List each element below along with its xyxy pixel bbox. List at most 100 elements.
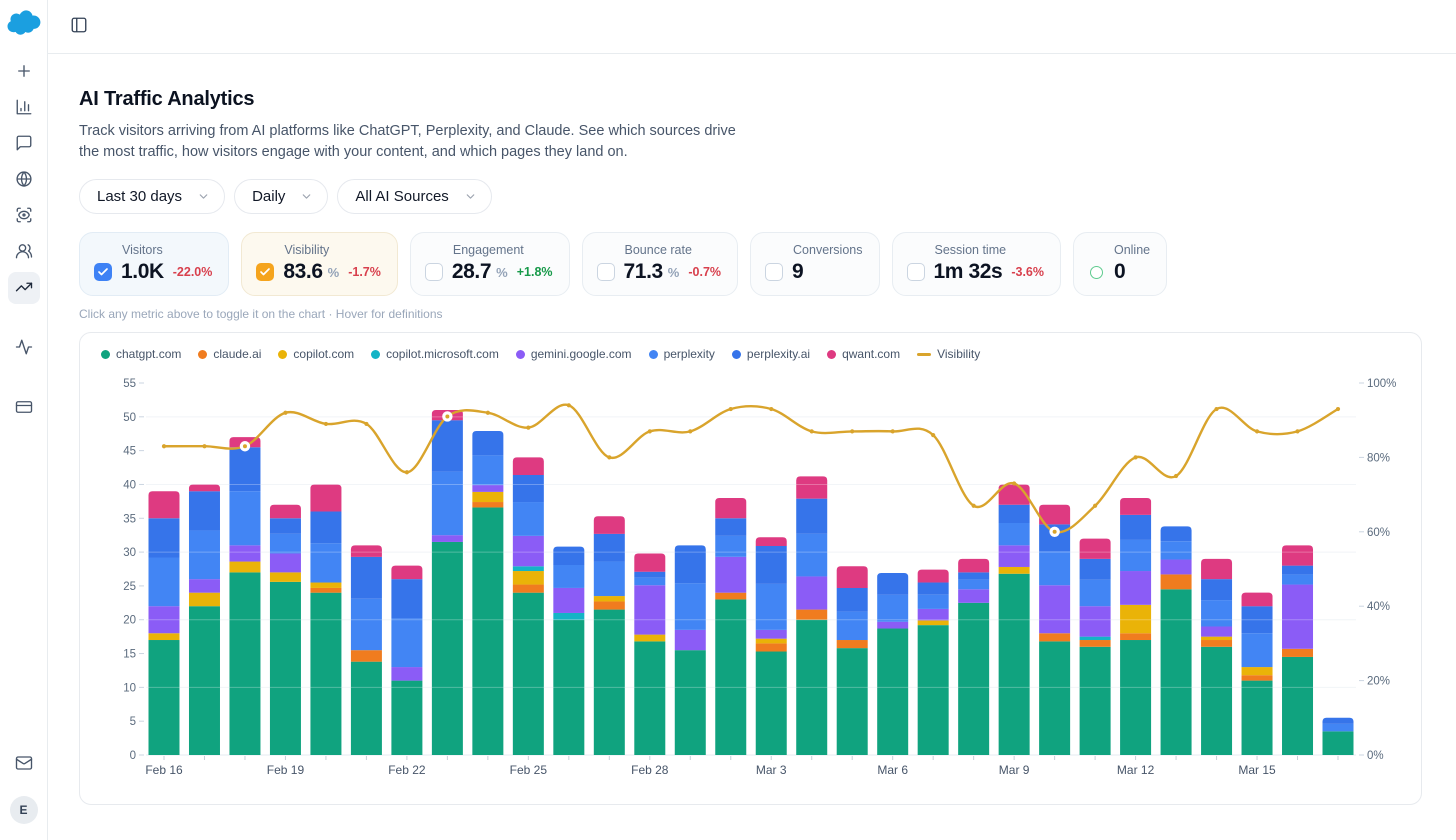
bar-segment-perplexity.ai [715,518,747,537]
bar-segment-perplexity.ai [958,572,990,580]
bar-segment-chatgpt.com [674,650,706,756]
metric-value: 1m 32s [933,260,1003,284]
bar-segment-perplexity.ai [472,431,504,456]
bar-segment-chatgpt.com [350,661,382,756]
bar-segment-perplexity.ai [917,582,949,595]
traffic-chart: 0 5 10 15 20 25 30 35 40 45 50 55 0% 20% 40% 60% 80% 100%… [123,378,1396,777]
bar-segment-qwant.com [1201,559,1233,580]
bar-segment-gemini.google.com [755,630,787,639]
x-axis-label: Feb 28 [631,763,669,777]
bar-segment-perplexity.ai [836,588,868,612]
sidebar-item-messages[interactable] [8,128,40,160]
app-logo-cloud-icon[interactable] [7,10,41,40]
sidebar-item-reports[interactable] [8,92,40,124]
bar-segment-gemini.google.com [269,553,301,573]
plus-icon [15,62,33,83]
metric-card-visitors[interactable]: Visitors 1.0K -22.0% [79,232,230,297]
metric-label: Engagement [452,243,524,258]
bar-segment-perplexity.ai [998,504,1030,524]
bar-segment-perplexity.ai [1120,515,1152,541]
bar-segment-perplexity.ai [553,546,585,566]
bar-segment-perplexity.ai [1201,579,1233,601]
bar-segment-perplexity [674,583,706,631]
bar-segment-gemini.google.com [553,588,585,614]
visibility-point [526,425,531,430]
bar-segment-qwant.com [512,457,544,476]
bar-segment-chatgpt.com [755,651,787,756]
x-axis-label: Mar 9 [999,763,1030,777]
x-axis-label: Feb 19 [267,763,305,777]
bar-segment-gemini.google.com [1282,584,1314,649]
bar-segment-chatgpt.com [1322,731,1354,756]
filter-dropdown-last-30-days[interactable]: Last 30 days [79,179,226,215]
bar-segment-gemini.google.com [472,485,504,493]
bar-segment-chatgpt.com [796,619,828,756]
bar-segment-perplexity.ai [310,511,342,544]
metric-checkbox-checked[interactable] [256,263,275,282]
metric-card-session-time[interactable]: Session time 1m 32s -3.6% [891,232,1061,297]
bar-segment-chatgpt.com [431,542,463,756]
page-title: AI Traffic Analytics [79,88,255,110]
visibility-highlight-center [242,444,247,449]
sidebar-item-new[interactable] [8,56,40,88]
metric-value: 83.6 [283,260,323,284]
visibility-point [1093,503,1098,509]
bar-segment-claude.ai [836,640,868,649]
sidebar-item-billing[interactable] [8,392,40,424]
bar-segment-chatgpt.com [998,573,1030,756]
left-axis-tick: 15 [123,649,136,661]
bar-segment-perplexity [998,523,1030,546]
bar-segment-qwant.com [715,498,747,519]
left-axis-tick: 55 [123,378,136,390]
bar-segment-perplexity.ai [391,579,423,619]
metric-checkbox-unchecked[interactable] [424,263,443,282]
bar-segment-perplexity [1322,724,1354,732]
bar-segment-copilot.com [1120,605,1152,634]
legend-item-qwant-com: qwant.com [827,347,900,361]
sidebar-item-scan[interactable] [8,200,40,232]
legend-label: copilot.com [293,347,355,362]
main-content: AI Traffic Analytics Track visitors arri… [48,54,1456,840]
metric-card-online[interactable]: Online 0 [1072,232,1168,297]
bar-segment-qwant.com [796,476,828,499]
bar-segment-gemini.google.com [998,545,1030,568]
bar-segment-qwant.com [269,504,301,519]
metric-card-conversions[interactable]: Conversions 9 [750,232,880,297]
bar-segment-perplexity [188,530,220,580]
globe-icon [15,170,33,191]
filter-dropdown-daily[interactable]: Daily [234,179,329,215]
metric-checkbox-checked[interactable] [94,263,112,282]
bar-segment-gemini.google.com [796,576,828,610]
metric-card-engagement[interactable]: Engagement 28.7% +1.8% [409,232,570,297]
x-axis-label: Feb 16 [145,763,183,777]
metric-label: Visibility [284,243,330,258]
sidebar-item-audience[interactable] [8,236,40,268]
metric-checkbox-unchecked[interactable] [765,263,784,282]
bar-segment-perplexity.ai [512,475,544,503]
left-axis-tick: 5 [130,716,136,728]
metric-card-bounce-rate[interactable]: Bounce rate 71.3% -0.7% [581,232,739,297]
sidebar-item-mail[interactable] [8,748,40,780]
sidebar-item-activity[interactable] [8,332,40,364]
metric-checkbox-unchecked[interactable] [906,263,925,282]
legend-dot [371,349,381,359]
sidebar-toggle-button[interactable] [65,13,93,41]
bar-segment-perplexity.ai [1322,717,1354,725]
user-avatar[interactable]: E [9,796,38,824]
bar-segment-gemini.google.com [1160,559,1192,575]
chevron-down-icon [464,190,477,203]
metric-card-visibility[interactable]: Visibility 83.6% -1.7% [241,232,398,297]
sidebar-item-web[interactable] [8,164,40,196]
bar-segment-qwant.com [1039,504,1071,525]
online-status-ring [1089,265,1103,279]
bar-segment-qwant.com [958,559,990,573]
legend-item-perplexity-ai: perplexity.ai [731,347,810,361]
left-axis-tick: 0 [130,750,136,762]
bar-segment-chatgpt.com [472,507,504,756]
bar-segment-gemini.google.com [229,545,261,562]
metric-checkbox-unchecked[interactable] [596,263,615,282]
sidebar-item-trends[interactable] [7,272,40,304]
filter-dropdown-all-ai-sources[interactable]: All AI Sources [337,179,492,215]
bar-segment-perplexity [1241,633,1273,668]
legend-label: chatgpt.com [116,347,182,362]
